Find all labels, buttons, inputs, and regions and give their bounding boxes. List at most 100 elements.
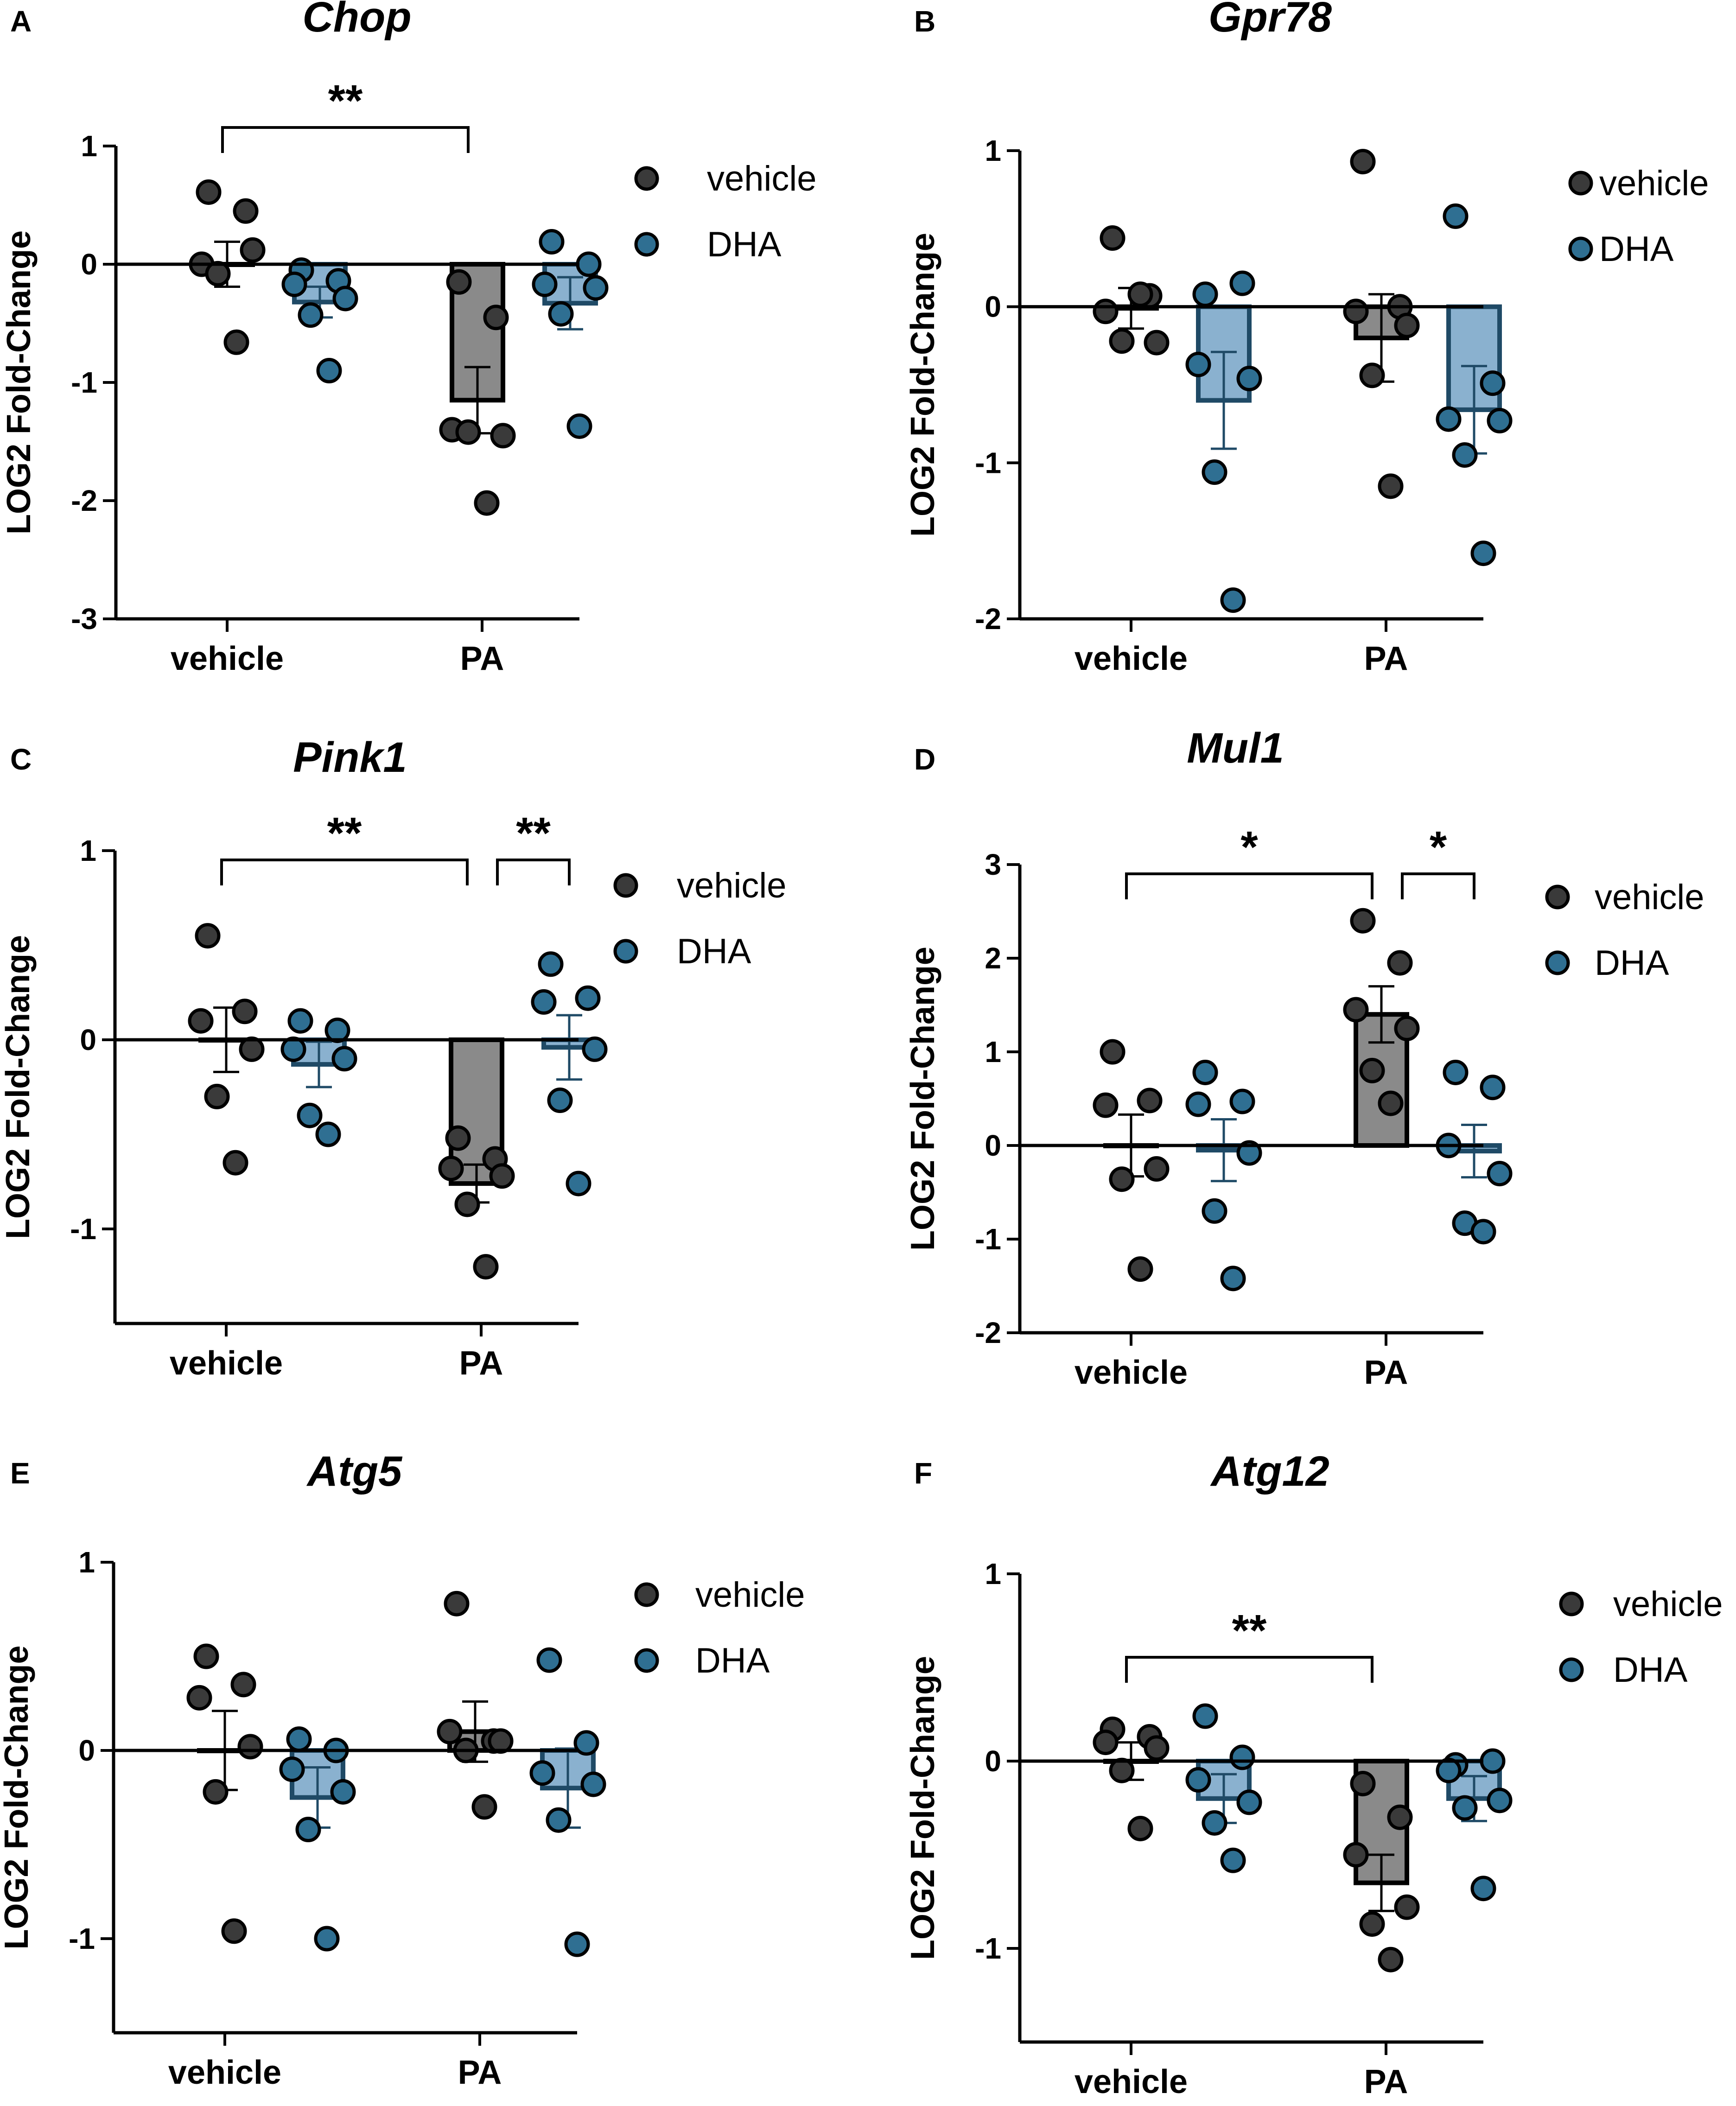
data-point [1343,1842,1369,1868]
y-tick-label: -3 [71,602,97,636]
x-category-label: PA [1364,2063,1408,2100]
gene-title: Atg12 [1210,1448,1329,1495]
y-tick-label: -2 [71,484,97,517]
data-point [539,229,565,255]
data-point [444,1591,470,1616]
data-point [576,251,602,277]
data-point [1443,1059,1469,1085]
data-point [203,1779,229,1805]
y-axis-label: LOG2 Fold-Change [904,947,941,1251]
y-axis-label: LOG2 Fold-Change [0,935,37,1239]
data-point [1093,1092,1119,1118]
data-point [1093,299,1119,324]
y-tick-label: 0 [985,1129,1001,1162]
y-tick-label: 0 [81,248,97,281]
y-tick-label: 0 [985,290,1001,324]
data-point [1100,1039,1126,1065]
x-category-label: PA [458,2054,502,2091]
significance-label: * [1430,822,1447,872]
panel-letter: D [914,743,935,776]
y-tick-label: -1 [71,366,97,399]
data-point [1229,1744,1255,1770]
data-point [1394,312,1420,338]
y-tick-label: 0 [80,1023,96,1056]
y-tick-label: 3 [985,848,1001,881]
data-point [580,1771,606,1797]
data-point [1109,1757,1135,1783]
gene-title: Mul1 [1187,725,1284,772]
data-point [279,1756,305,1782]
y-axis-label: LOG2 Fold-Change [0,230,38,534]
data-point [532,271,558,297]
data-point [1378,473,1404,499]
data-point [1359,1057,1385,1083]
data-point [188,1008,214,1034]
data-point [330,1779,356,1805]
y-axis-label: LOG2 Fold-Change [0,1646,35,1950]
data-point [575,985,601,1011]
data-point [1144,1735,1170,1761]
data-point [538,951,564,977]
data-point [1387,1804,1413,1830]
data-point [1127,281,1153,307]
data-point [1436,406,1462,432]
data-point [196,179,222,205]
data-point [237,1734,263,1760]
y-tick-label: -2 [975,1316,1001,1349]
y-tick-label: -2 [975,602,1001,636]
panel-f: F Atg12 LOG2 Fold-Change 1 0 -1 vehicle PA ** veh… [904,1448,1723,2100]
data-point [1137,1088,1163,1113]
y-tick-label: 0 [985,1744,1001,1778]
data-point [1480,370,1506,396]
data-point [1229,1088,1255,1114]
legend-label-vehicle: vehicle [677,866,787,905]
y-tick-label: -1 [975,1932,1001,1965]
legend-label-dha: DHA [1595,943,1669,983]
data-point [1487,407,1513,433]
data-point [582,1036,608,1062]
significance-bracket [1125,872,1374,899]
data-point [1100,225,1126,251]
x-category-label: vehicle [168,2054,281,2091]
data-point [230,1672,256,1698]
data-point [1350,1770,1376,1796]
data-point [193,1643,219,1669]
panel-d: D Mul1 LOG2 Fold-Change 3 2 1 0 -1 -2 vehicle PA * *… [904,725,1704,1391]
data-point [1470,1219,1496,1245]
y-axis-label: LOG2 Fold-Change [904,233,941,537]
data-point [529,1760,555,1786]
data-point [483,305,509,331]
legend-label-dha: DHA [695,1641,770,1680]
data-point [221,1918,247,1944]
data-point [454,1191,480,1217]
legend-marker-vehicle [1545,884,1570,910]
data-point [186,1685,212,1711]
data-point [223,1150,248,1176]
data-point [445,1125,471,1151]
significance-bracket [1401,872,1475,899]
x-category-label: vehicle [1075,640,1188,677]
gene-title: Gpr78 [1208,0,1332,41]
data-point [536,1647,562,1673]
y-tick-label: 2 [985,942,1001,975]
data-point [286,1726,312,1752]
y-tick-label: 1 [81,129,97,163]
data-point [314,1926,340,1952]
data-point [1185,1091,1211,1117]
data-point [1202,1810,1227,1836]
y-tick-label: -1 [975,446,1001,479]
data-point [1359,1911,1385,1937]
data-point [548,301,574,327]
data-point [316,358,342,383]
data-point [1192,281,1218,307]
x-category-label: PA [460,640,504,677]
gene-title: Pink1 [293,734,407,781]
data-point [332,286,358,312]
data-point [471,1794,497,1820]
panel-e: E Atg5 LOG2 Fold-Change 1 0 -1 vehicle PA vehicl… [0,1448,805,2091]
legend-label-vehicle: vehicle [695,1575,805,1615]
data-point [1144,1156,1170,1182]
data-point [233,198,259,224]
data-point [1487,1788,1513,1813]
data-point [573,1730,599,1756]
